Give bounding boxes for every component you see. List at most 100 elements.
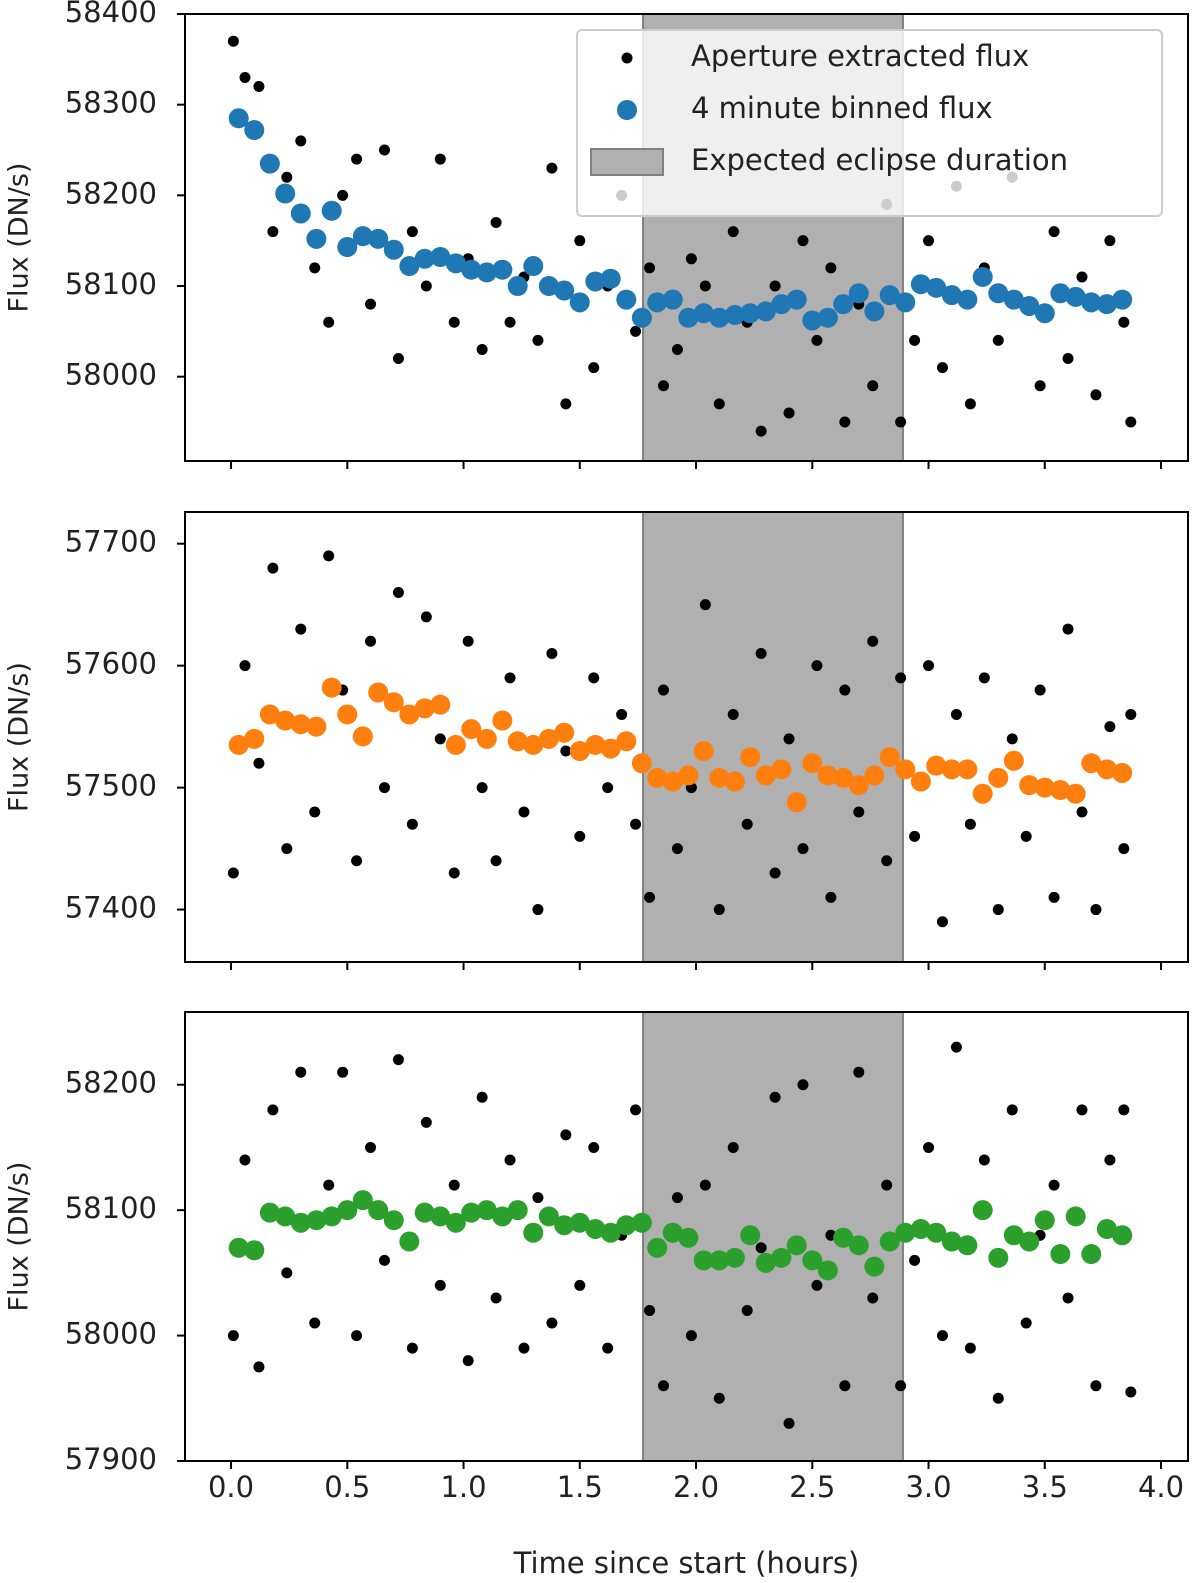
binned-point	[1065, 1206, 1086, 1227]
raw-point	[532, 334, 544, 346]
binned-point	[1019, 1231, 1040, 1252]
legend-label: 4 minute binned flux	[691, 91, 993, 125]
raw-point	[406, 226, 418, 238]
binned-point	[290, 714, 311, 735]
raw-point	[671, 343, 683, 355]
raw-point	[588, 362, 600, 374]
raw-point	[295, 1066, 307, 1078]
binned-point	[724, 305, 745, 326]
raw-point	[574, 235, 586, 247]
raw-point	[490, 855, 502, 867]
binned-point	[988, 283, 1009, 304]
binned-point	[507, 731, 528, 752]
binned-point	[383, 692, 404, 713]
binned-point	[275, 710, 296, 731]
raw-point	[267, 226, 279, 238]
binned-point	[709, 307, 730, 328]
binned-point	[848, 283, 869, 304]
raw-point	[811, 1279, 823, 1291]
raw-point	[657, 380, 669, 392]
raw-point	[909, 1254, 921, 1266]
raw-point	[923, 660, 935, 672]
y-tick-label: 57500	[65, 769, 157, 803]
raw-point	[1118, 1104, 1130, 1116]
raw-point	[1076, 1104, 1088, 1116]
binned-point	[755, 301, 776, 322]
binned-point	[461, 1202, 482, 1223]
raw-point	[239, 1154, 251, 1166]
binned-point	[290, 1212, 311, 1233]
binned-point	[399, 256, 420, 277]
y-tick-label: 57600	[65, 647, 157, 681]
binned-point	[833, 1227, 854, 1248]
raw-point	[936, 1330, 948, 1342]
binned-point	[430, 694, 451, 715]
binned-point	[1003, 289, 1024, 310]
binned-point	[476, 1200, 497, 1221]
binned-point	[786, 289, 807, 310]
binned-point	[709, 1250, 730, 1271]
binned-point	[802, 753, 823, 774]
raw-point	[644, 262, 656, 274]
raw-point	[253, 757, 265, 769]
raw-point	[978, 672, 990, 684]
y-tick-label: 58400	[65, 0, 157, 29]
binned-point	[275, 1206, 296, 1227]
raw-point	[867, 380, 879, 392]
raw-point	[378, 782, 390, 794]
binned-point	[1050, 1244, 1071, 1265]
raw-point	[1125, 708, 1137, 720]
raw-point	[1090, 1380, 1102, 1392]
raw-point	[1125, 416, 1137, 428]
y-tick-label: 58300	[65, 86, 157, 120]
raw-point	[560, 745, 572, 757]
binned-point	[771, 1247, 792, 1268]
binned-point	[538, 728, 559, 749]
binned-point	[1096, 294, 1117, 315]
raw-point	[741, 1304, 753, 1316]
raw-point	[227, 35, 239, 47]
binned-point	[399, 1231, 420, 1252]
binned-point	[507, 1200, 528, 1221]
raw-point	[490, 217, 502, 229]
x-axis-label: Time since start (hours)	[513, 1546, 860, 1580]
binned-point	[383, 1210, 404, 1231]
raw-point	[253, 81, 265, 93]
raw-point	[755, 425, 767, 437]
binned-point	[895, 1222, 916, 1243]
binned-point	[817, 1260, 838, 1281]
x-tick-label: 1.0	[440, 1470, 486, 1504]
x-tick-label: 0.0	[208, 1470, 254, 1504]
binned-point	[1019, 295, 1040, 316]
raw-point	[281, 171, 293, 183]
binned-point	[228, 734, 249, 755]
raw-point	[574, 1279, 586, 1291]
points	[227, 550, 1137, 928]
raw-point	[309, 1317, 321, 1329]
binned-point	[709, 767, 730, 788]
binned-point	[368, 228, 389, 249]
binned-point	[616, 289, 637, 310]
raw-point	[490, 1292, 502, 1304]
binned-point	[585, 734, 606, 755]
raw-point	[769, 867, 781, 879]
raw-point	[392, 586, 404, 598]
binned-point	[755, 1252, 776, 1273]
x-tick-label: 0.5	[324, 1470, 370, 1504]
raw-point	[1006, 733, 1018, 745]
raw-point	[602, 1342, 614, 1354]
binned-point	[445, 253, 466, 274]
binned-point	[662, 1222, 683, 1243]
panel: 57900 58000 58100 58200 0.0 0.5 1.0 1.5 2.0 2.5 3.…	[4, 1011, 1189, 1580]
binned-point	[1112, 289, 1133, 310]
binned-point	[352, 1190, 373, 1211]
x-tick-label: 2.0	[673, 1470, 719, 1504]
binned-point	[693, 303, 714, 324]
binned-point	[895, 759, 916, 780]
binned-point	[771, 759, 792, 780]
binned-point	[1050, 283, 1071, 304]
raw-point	[727, 708, 739, 720]
binned-point	[941, 759, 962, 780]
binned-point	[941, 1231, 962, 1252]
raw-point	[560, 398, 572, 410]
